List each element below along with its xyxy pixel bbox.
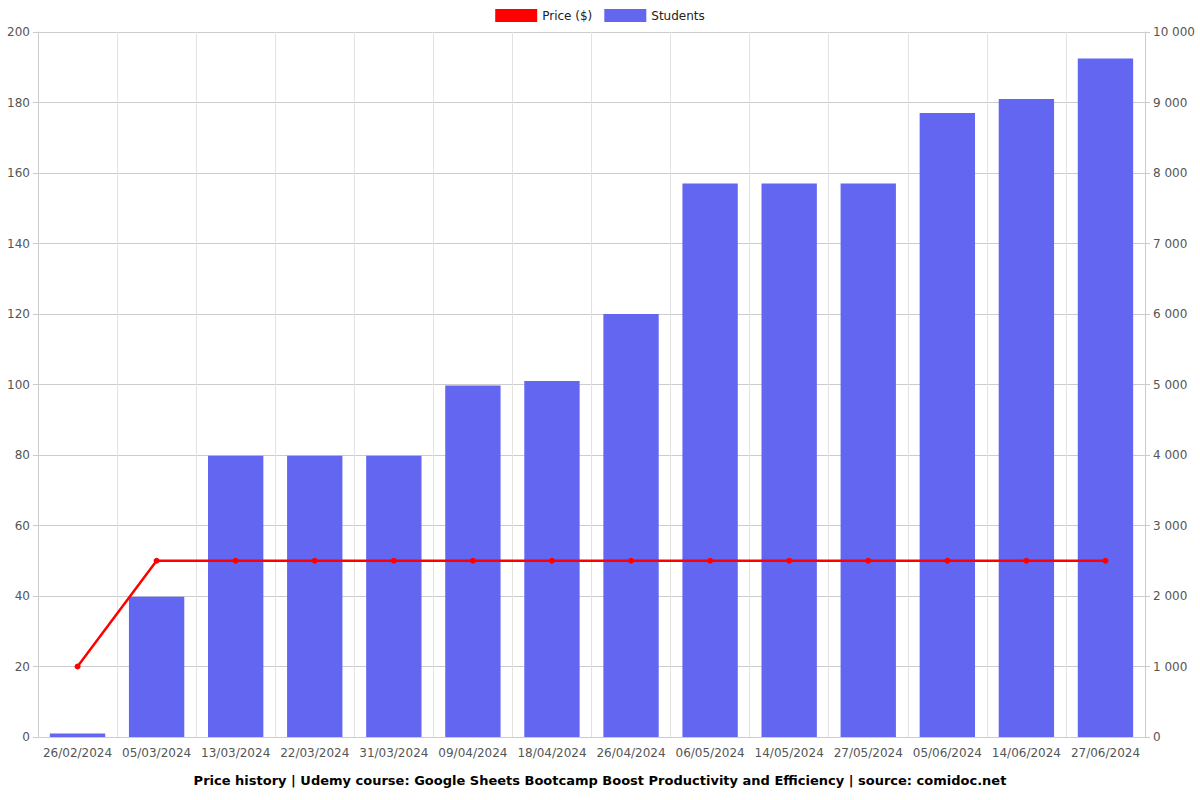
svg-text:80: 80 [15, 448, 30, 462]
svg-text:6 000: 6 000 [1153, 307, 1187, 321]
svg-text:Price ($): Price ($) [542, 9, 592, 23]
svg-text:4 000: 4 000 [1153, 448, 1187, 462]
svg-text:180: 180 [7, 96, 30, 110]
svg-text:140: 140 [7, 237, 30, 251]
svg-text:40: 40 [15, 589, 30, 603]
svg-text:8 000: 8 000 [1153, 166, 1187, 180]
svg-text:27/05/2024: 27/05/2024 [834, 746, 903, 760]
svg-text:18/04/2024: 18/04/2024 [517, 746, 586, 760]
svg-text:Price history | Udemy course:: Price history | Udemy course: Google She… [194, 773, 1007, 788]
svg-text:14/05/2024: 14/05/2024 [755, 746, 824, 760]
svg-text:06/05/2024: 06/05/2024 [676, 746, 745, 760]
svg-text:05/06/2024: 05/06/2024 [913, 746, 982, 760]
svg-text:26/04/2024: 26/04/2024 [596, 746, 665, 760]
svg-text:22/03/2024: 22/03/2024 [280, 746, 349, 760]
svg-text:0: 0 [22, 730, 30, 744]
svg-text:60: 60 [15, 519, 30, 533]
svg-text:3 000: 3 000 [1153, 519, 1187, 533]
svg-text:26/02/2024: 26/02/2024 [43, 746, 112, 760]
svg-text:31/03/2024: 31/03/2024 [359, 746, 428, 760]
svg-text:7 000: 7 000 [1153, 237, 1187, 251]
svg-text:13/03/2024: 13/03/2024 [201, 746, 270, 760]
svg-text:120: 120 [7, 307, 30, 321]
svg-text:20: 20 [15, 660, 30, 674]
svg-text:0: 0 [1153, 730, 1161, 744]
svg-text:09/04/2024: 09/04/2024 [438, 746, 507, 760]
svg-text:1 000: 1 000 [1153, 660, 1187, 674]
svg-text:5 000: 5 000 [1153, 378, 1187, 392]
svg-text:160: 160 [7, 166, 30, 180]
svg-text:9 000: 9 000 [1153, 96, 1187, 110]
svg-text:Students: Students [651, 9, 705, 23]
svg-text:200: 200 [7, 25, 30, 39]
svg-text:05/03/2024: 05/03/2024 [122, 746, 191, 760]
svg-text:2 000: 2 000 [1153, 589, 1187, 603]
svg-text:10 000: 10 000 [1153, 25, 1195, 39]
svg-text:27/06/2024: 27/06/2024 [1071, 746, 1140, 760]
svg-text:100: 100 [7, 378, 30, 392]
svg-text:14/06/2024: 14/06/2024 [992, 746, 1061, 760]
